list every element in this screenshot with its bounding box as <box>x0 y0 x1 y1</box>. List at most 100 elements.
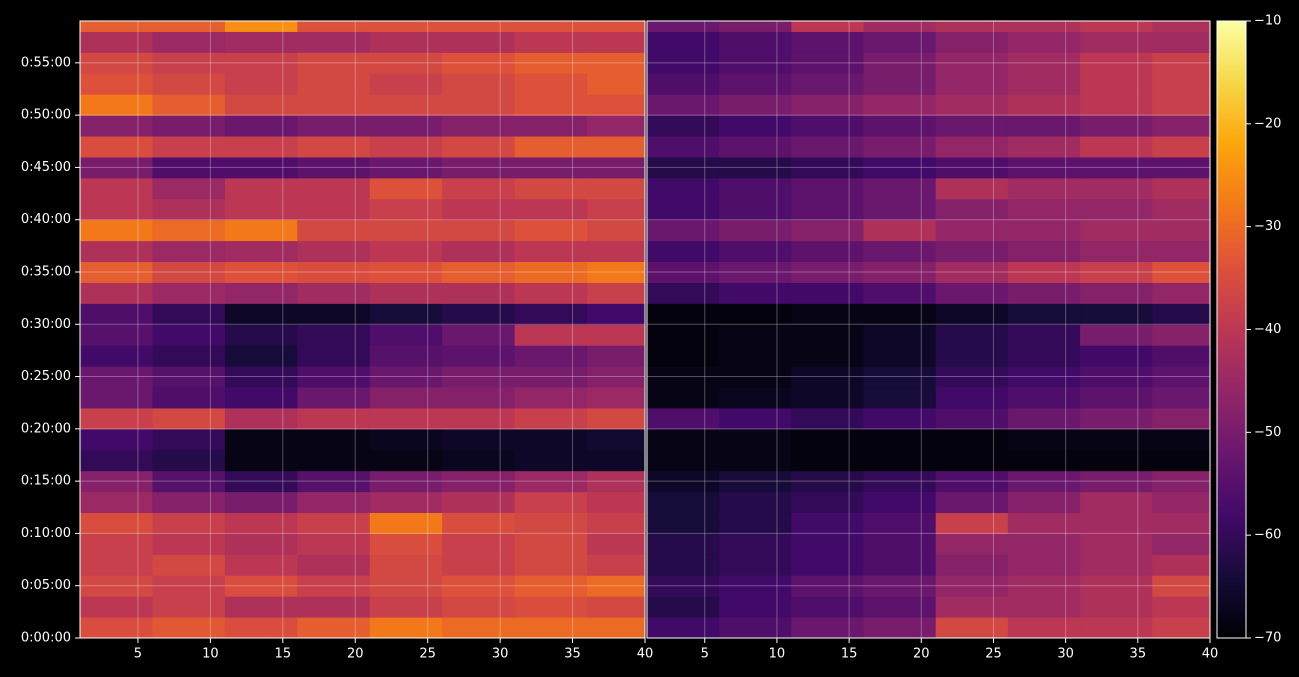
heatmap-cell <box>152 533 226 555</box>
heatmap-cell <box>587 219 645 242</box>
heatmap-cell <box>587 177 645 200</box>
heatmap-cell <box>935 407 1009 430</box>
heatmap-cell <box>647 31 720 53</box>
heatmap-cell <box>791 303 865 325</box>
heatmap-cell <box>514 115 588 137</box>
heatmap-cell <box>80 21 153 32</box>
heatmap-cell <box>514 156 588 179</box>
heatmap-cell <box>863 407 937 430</box>
heatmap-cell <box>297 512 371 534</box>
heatmap-cell <box>224 219 298 242</box>
heatmap-cell <box>1007 491 1081 514</box>
heatmap-cell <box>647 177 720 200</box>
heatmap-cell <box>587 156 645 179</box>
heatmap-cell <box>791 407 865 430</box>
heatmap-cell <box>369 73 443 95</box>
heatmap-cell <box>442 617 516 638</box>
heatmap-cell <box>297 554 371 576</box>
heatmap-cell <box>152 219 226 242</box>
heatmap-cell <box>80 198 153 221</box>
heatmap-cell <box>514 407 588 430</box>
heatmap-cell <box>514 512 588 534</box>
heatmap-cell <box>80 52 153 74</box>
heatmap-cell <box>80 575 153 597</box>
heatmap-cell <box>935 345 1009 367</box>
heatmap-cell <box>1080 156 1153 179</box>
heatmap-cell <box>1007 428 1081 451</box>
heatmap-cell <box>863 596 937 618</box>
heatmap-cell <box>152 136 226 158</box>
heatmap-cell <box>1080 303 1153 325</box>
heatmap-cell <box>1007 366 1081 388</box>
heatmap-cell <box>297 491 371 514</box>
heatmap-cell <box>719 324 792 346</box>
heatmap-cell <box>1007 575 1081 597</box>
heatmap-cell <box>587 198 645 221</box>
heatmap-cell <box>514 240 588 263</box>
heatmap-cell <box>719 428 792 451</box>
heatmap-cell <box>719 512 792 534</box>
heatmap-cell <box>647 366 720 388</box>
heatmap-cell <box>297 31 371 53</box>
heatmap-cell <box>791 94 865 116</box>
heatmap-cell <box>587 73 645 95</box>
heatmap-cell <box>1007 136 1081 158</box>
heatmap-cell <box>514 533 588 555</box>
heatmap-cell <box>224 554 298 576</box>
heatmap-cell <box>1152 575 1210 597</box>
heatmap-cell <box>152 94 226 116</box>
heatmap-cell <box>297 428 371 451</box>
heatmap-cell <box>647 491 720 514</box>
heatmap-cell <box>719 115 792 137</box>
heatmap-cell <box>369 136 443 158</box>
heatmap-cell <box>152 428 226 451</box>
heatmap-cell <box>863 282 937 304</box>
heatmap-cell <box>224 428 298 451</box>
heatmap-cell <box>442 73 516 95</box>
heatmap-cell <box>1080 449 1153 472</box>
heatmap-cell <box>152 240 226 263</box>
heatmap-cell <box>224 407 298 430</box>
x-tick-label: 20 <box>347 647 364 662</box>
heatmap-cell <box>719 73 792 95</box>
heatmap-cell <box>297 345 371 367</box>
heatmap-cell <box>863 554 937 576</box>
heatmap-cell <box>369 366 443 388</box>
heatmap-cell <box>863 428 937 451</box>
heatmap-cell <box>369 428 443 451</box>
heatmap-cell <box>152 303 226 325</box>
heatmap-cell <box>935 303 1009 325</box>
heatmap-cell <box>1007 21 1081 32</box>
heatmap-cell <box>647 282 720 304</box>
heatmap-cell <box>1080 407 1153 430</box>
heatmap-cell <box>791 533 865 555</box>
heatmap-cell <box>514 21 588 32</box>
heatmap-cell <box>514 470 588 493</box>
y-tick-label: 0:25:00 <box>21 369 71 384</box>
heatmap-cell <box>224 303 298 325</box>
heatmap-cell <box>224 345 298 367</box>
heatmap-cell <box>152 449 226 472</box>
heatmap-cell <box>935 240 1009 263</box>
x-tick-label: 25 <box>419 647 436 662</box>
heatmap-cell <box>587 261 645 283</box>
heatmap-cell <box>935 21 1009 32</box>
heatmap-cell <box>647 52 720 74</box>
heatmap-cell <box>297 282 371 304</box>
heatmap-cell <box>80 31 153 53</box>
heatmap-cell <box>935 282 1009 304</box>
heatmap-cell <box>935 428 1009 451</box>
x-tick-label: 40 <box>637 647 654 662</box>
heatmap-cell <box>514 596 588 618</box>
heatmap-cell <box>224 449 298 472</box>
heatmap-cell <box>152 261 226 283</box>
heatmap-cell <box>587 387 645 409</box>
heatmap-cell <box>152 345 226 367</box>
heatmap-cell <box>1007 512 1081 534</box>
heatmap-cell <box>935 617 1009 638</box>
heatmap-cell <box>224 387 298 409</box>
heatmap-cell <box>1152 345 1210 367</box>
heatmap-cell <box>1152 491 1210 514</box>
y-tick-label: 0:40:00 <box>21 212 71 227</box>
heatmap-cell <box>297 73 371 95</box>
